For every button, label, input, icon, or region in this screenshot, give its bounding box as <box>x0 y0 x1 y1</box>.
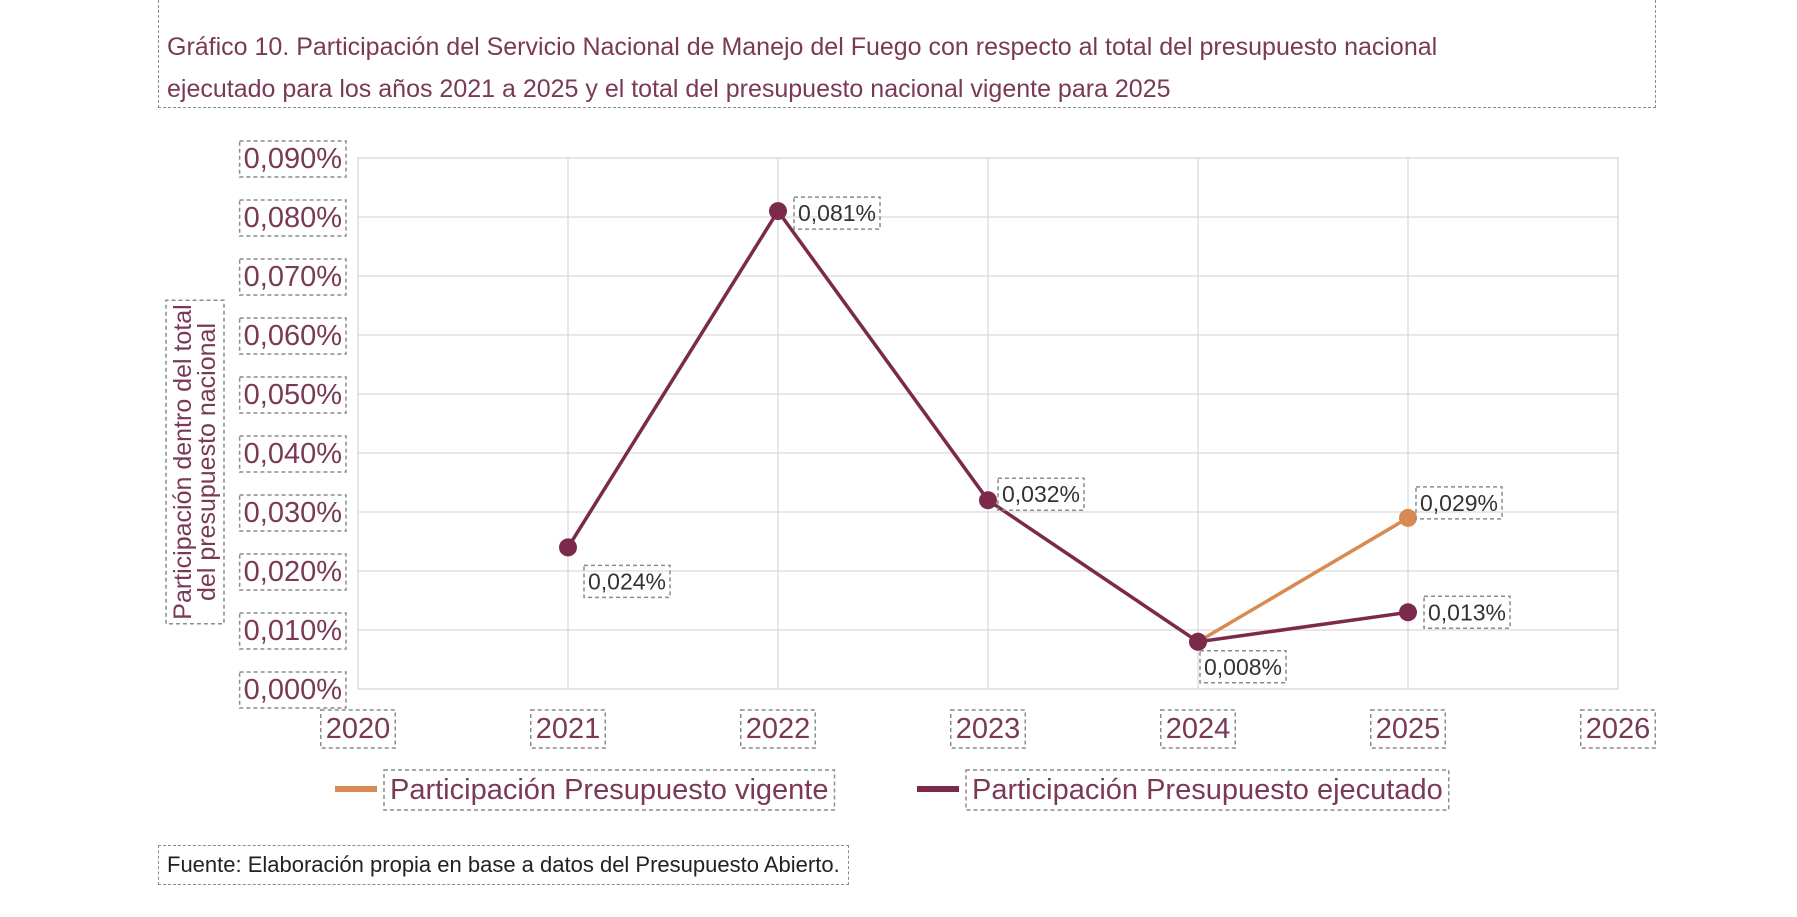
data-label: 0,081% <box>798 200 876 226</box>
data-label-box <box>1415 486 1503 520</box>
data-label: 0,029% <box>1420 490 1498 516</box>
data-label: 0,008% <box>1204 654 1282 680</box>
y-tick-label: 0,040% <box>244 438 342 470</box>
data-point-ejecutado <box>979 491 997 510</box>
y-tick-label-box <box>238 140 347 178</box>
data-point-vigente <box>1399 508 1417 527</box>
chart-title-line-2: ejecutado para los años 2021 a 2025 y el… <box>167 75 1171 103</box>
y-tick-label: 0,070% <box>244 261 342 293</box>
data-point-ejecutado <box>1399 603 1417 622</box>
y-tick-label: 0,090% <box>244 143 342 175</box>
x-tick-label: 2024 <box>1166 713 1231 745</box>
y-tick-label-box <box>238 199 347 237</box>
source-note: Fuente: Elaboración propia en base a dat… <box>158 845 849 885</box>
y-tick-label: 0,020% <box>244 556 342 588</box>
legend-label-box <box>965 769 1450 811</box>
x-tick-label-box <box>1369 709 1447 749</box>
y-tick-label-box <box>238 435 347 473</box>
data-point-ejecutado <box>559 538 577 557</box>
y-tick-label-box <box>238 376 347 414</box>
x-tick-label-box <box>1579 709 1657 749</box>
data-label-box <box>583 564 671 599</box>
x-tick-label: 2022 <box>746 713 811 745</box>
series-line-vigente <box>1197 516 1409 644</box>
y-tick-label: 0,000% <box>244 674 342 706</box>
x-tick-label-box <box>1159 709 1237 749</box>
legend-label-vigente: Participación Presupuesto vigente <box>390 774 828 806</box>
legend-label-ejecutado: Participación Presupuesto ejecutado <box>972 774 1443 806</box>
data-label: 0,024% <box>588 568 666 594</box>
data-label-box <box>1423 595 1511 630</box>
y-tick-label: 0,050% <box>244 379 342 411</box>
data-point-ejecutado <box>1189 632 1207 651</box>
y-axis-title-box <box>165 299 225 625</box>
y-tick-label-box <box>238 671 347 709</box>
x-tick-label: 2026 <box>1586 713 1651 745</box>
data-point-ejecutado <box>769 202 787 221</box>
y-axis-title-line: del presupuesto nacional <box>193 323 221 601</box>
legend-label-box <box>383 769 836 811</box>
x-tick-label: 2023 <box>956 713 1021 745</box>
y-tick-label-box <box>238 317 347 355</box>
data-label-box <box>997 477 1085 511</box>
y-tick-label-box <box>238 494 347 532</box>
x-tick-label: 2020 <box>326 713 391 745</box>
y-tick-label: 0,010% <box>244 615 342 647</box>
x-tick-label-box <box>739 709 817 749</box>
chart-title-line-1: Gráfico 10. Participación del Servicio N… <box>167 33 1438 61</box>
x-tick-label-box <box>529 709 607 749</box>
chart-title: Gráfico 10. Participación del Servicio N… <box>158 0 1656 108</box>
y-tick-label-box <box>238 553 347 591</box>
x-tick-label: 2021 <box>536 713 601 745</box>
data-label: 0,013% <box>1428 599 1506 625</box>
data-label-box <box>1199 650 1287 684</box>
y-tick-label: 0,030% <box>244 497 342 529</box>
x-tick-label-box <box>319 709 397 749</box>
data-label: 0,032% <box>1002 481 1080 507</box>
y-tick-label-box <box>238 612 347 650</box>
line-chart: 0,000% 0,010% 0,020% 0,030% 0,040% 0,050% 0,06… <box>165 140 1657 811</box>
x-tick-label-box <box>949 709 1027 749</box>
y-axis-title-line: Participación dentro del total <box>169 304 197 619</box>
y-tick-label: 0,080% <box>244 202 342 234</box>
data-label-box <box>793 196 881 230</box>
y-tick-label: 0,060% <box>244 320 342 352</box>
y-tick-label-box <box>238 258 347 296</box>
x-tick-label: 2025 <box>1376 713 1441 745</box>
